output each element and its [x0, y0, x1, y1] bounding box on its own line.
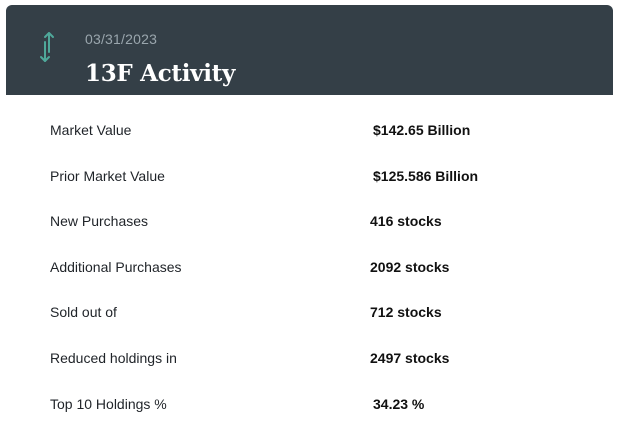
row-value: $125.586 Billion	[373, 168, 479, 184]
row-top-10-holdings: Top 10 Holdings % 34.23 %	[6, 382, 613, 427]
card-title: 13F Activity	[85, 60, 236, 87]
row-new-purchases: New Purchases 416 stocks	[6, 199, 613, 244]
row-value: 34.23 %	[373, 396, 425, 412]
row-label: New Purchases	[50, 213, 149, 229]
row-sold-out-of: Sold out of 712 stocks	[6, 290, 613, 335]
row-prior-market-value: Prior Market Value $125.586 Billion	[6, 154, 613, 199]
report-date: 03/31/2023	[85, 31, 158, 47]
row-label: Sold out of	[50, 304, 117, 320]
row-reduced-holdings: Reduced holdings in 2497 stocks	[6, 336, 613, 381]
row-value: $142.65 Billion	[373, 122, 471, 138]
row-label: Additional Purchases	[50, 259, 182, 275]
row-value: 2092 stocks	[370, 259, 450, 275]
row-market-value: Market Value $142.65 Billion	[6, 108, 613, 153]
row-label: Top 10 Holdings %	[50, 396, 167, 412]
row-value: 712 stocks	[370, 304, 442, 320]
activity-card: 03/31/2023 13F Activity Market Value $14…	[6, 5, 613, 435]
row-additional-purchases: Additional Purchases 2092 stocks	[6, 245, 613, 290]
swap-vertical-arrows-icon	[36, 30, 58, 64]
row-label: Reduced holdings in	[50, 350, 177, 366]
card-header: 03/31/2023 13F Activity	[6, 5, 613, 95]
row-value: 416 stocks	[370, 213, 442, 229]
row-label: Market Value	[50, 122, 132, 138]
row-label: Prior Market Value	[50, 168, 165, 184]
row-value: 2497 stocks	[370, 350, 450, 366]
